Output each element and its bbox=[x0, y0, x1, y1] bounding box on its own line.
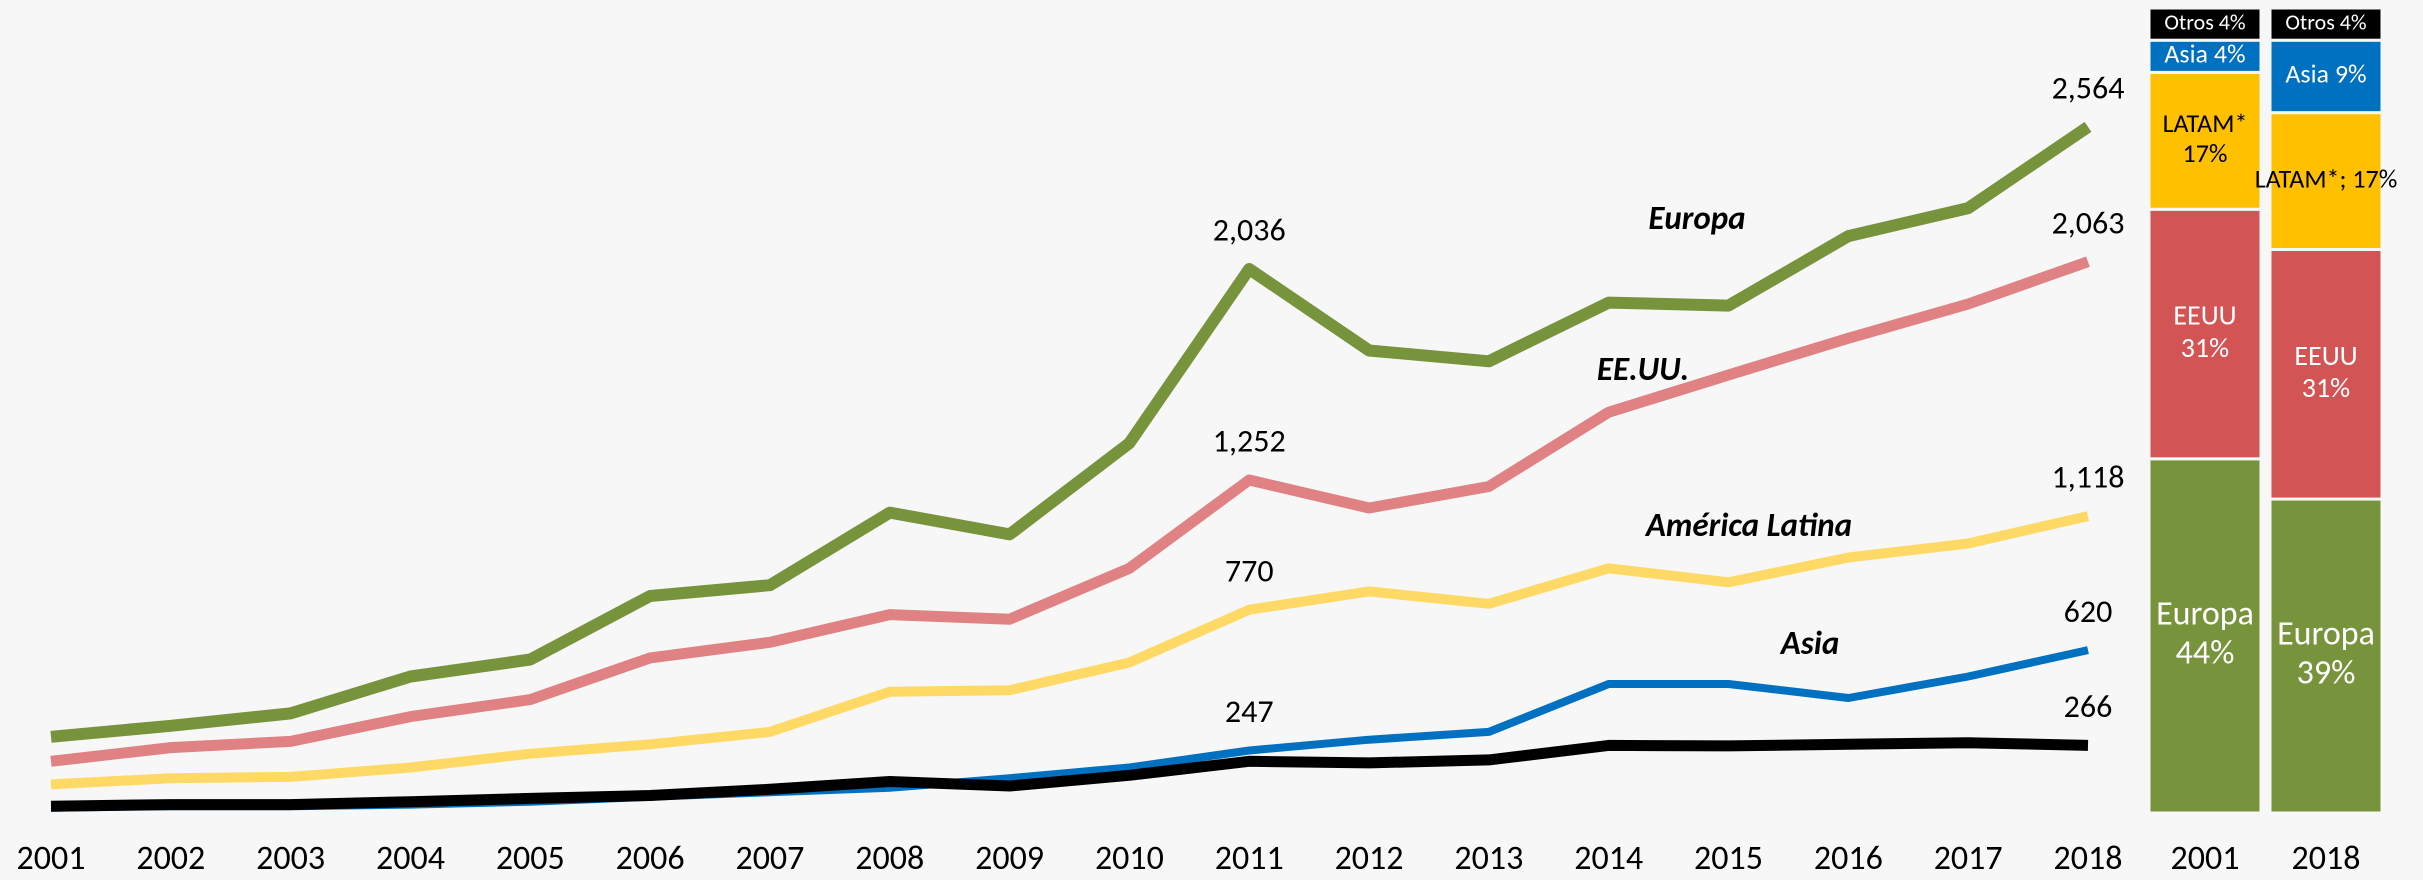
x-tick-label: 2006 bbox=[616, 838, 685, 879]
data-label: 1,118 bbox=[2052, 458, 2125, 497]
x-tick-label: 2009 bbox=[975, 838, 1044, 879]
x-tick-label: 2012 bbox=[1335, 838, 1404, 879]
segment-label: EEUU bbox=[2173, 298, 2236, 333]
segment-label: Otros 4% bbox=[2285, 8, 2367, 35]
segment-label: 31% bbox=[2302, 370, 2350, 405]
x-tick-label: 2018 bbox=[2054, 838, 2123, 879]
x-tick-label: 2002 bbox=[136, 838, 205, 879]
x-tick-label: 2001 bbox=[17, 838, 86, 879]
x-tick-label: 2018 bbox=[2292, 838, 2361, 879]
segment-label: 44% bbox=[2176, 633, 2235, 674]
segment-label: 17% bbox=[2183, 137, 2228, 169]
segment-label: Otros 4% bbox=[2164, 8, 2246, 35]
series-line bbox=[50, 121, 2092, 743]
data-label: 1,252 bbox=[1213, 422, 1286, 461]
segment-label: Asia 4% bbox=[2164, 38, 2245, 70]
segment-label: Europa bbox=[2277, 614, 2375, 655]
data-label: 770 bbox=[1225, 551, 1274, 590]
x-tick-label: 2003 bbox=[256, 838, 325, 879]
x-tick-label: 2008 bbox=[855, 838, 924, 879]
data-label: 2,036 bbox=[1213, 211, 1286, 250]
bar-segment bbox=[2147, 457, 2263, 815]
data-label: 2,564 bbox=[2052, 68, 2125, 107]
x-tick-label: 2001 bbox=[2171, 838, 2240, 879]
series-line bbox=[50, 511, 2090, 790]
x-tick-label: 2016 bbox=[1814, 838, 1883, 879]
series-name: Europa bbox=[1648, 198, 1745, 238]
bar-segment bbox=[2268, 38, 2384, 115]
series-line bbox=[50, 737, 2089, 812]
x-tick-label: 2015 bbox=[1694, 838, 1763, 879]
segment-label: Europa bbox=[2156, 593, 2254, 634]
bar-segment bbox=[2147, 70, 2263, 211]
series-line bbox=[50, 256, 2090, 767]
segment-label: 39% bbox=[2297, 653, 2356, 694]
segment-label: LATAM* bbox=[2163, 107, 2248, 139]
series-name: América Latina bbox=[1644, 505, 1852, 545]
data-label: 620 bbox=[2064, 592, 2113, 631]
x-tick-label: 2010 bbox=[1095, 838, 1164, 879]
x-tick-label: 2011 bbox=[1215, 838, 1284, 879]
segment-label: LATAM*; 17% bbox=[2255, 162, 2398, 194]
x-tick-label: 2017 bbox=[1934, 838, 2003, 879]
bar-segment bbox=[2268, 111, 2384, 252]
x-tick-label: 2007 bbox=[735, 838, 804, 879]
bar-segment bbox=[2147, 6, 2263, 42]
segment-label: 31% bbox=[2181, 330, 2229, 365]
series-name: EE.UU. bbox=[1597, 349, 1689, 389]
data-label: 266 bbox=[2064, 687, 2113, 726]
x-tick-label: 2014 bbox=[1574, 838, 1643, 879]
data-label: 247 bbox=[1225, 692, 1274, 731]
x-tick-label: 2005 bbox=[496, 838, 565, 879]
x-tick-label: 2013 bbox=[1454, 838, 1523, 879]
segment-label: Asia 9% bbox=[2285, 58, 2366, 90]
bar-segment bbox=[2268, 6, 2384, 42]
data-label: 2,063 bbox=[2052, 203, 2125, 242]
series-name: Asia bbox=[1779, 623, 1840, 663]
segment-label: EEUU bbox=[2294, 338, 2357, 373]
x-tick-label: 2004 bbox=[376, 838, 445, 879]
bar-segment bbox=[2147, 207, 2263, 461]
